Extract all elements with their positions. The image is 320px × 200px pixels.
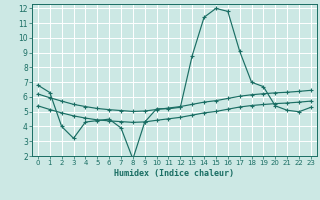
X-axis label: Humidex (Indice chaleur): Humidex (Indice chaleur)	[115, 169, 234, 178]
